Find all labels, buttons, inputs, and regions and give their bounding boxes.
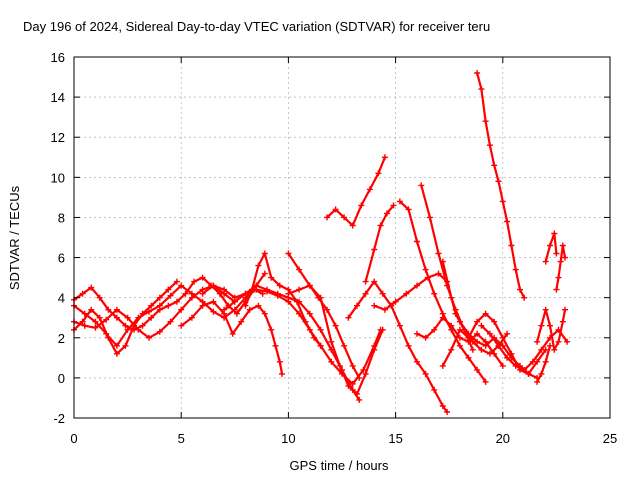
x-tick-label: 20 xyxy=(496,431,510,446)
y-tick-label: 12 xyxy=(51,130,65,145)
y-tick-label: 2 xyxy=(58,331,65,346)
sdtvar-chart: 0 5 10 15 20 25 -2 0 2 4 6 8 10 12 14 16 Day 196 of 202… xyxy=(0,0,640,480)
y-tick-label: 16 xyxy=(51,50,65,65)
y-tick-label: 0 xyxy=(58,371,65,386)
y-tick-label: 10 xyxy=(51,170,65,185)
chart-title: Day 196 of 2024, Sidereal Day-to-day VTE… xyxy=(23,19,490,34)
x-tick-label: 0 xyxy=(70,431,77,446)
y-tick-label: 4 xyxy=(58,291,65,306)
x-tick-label: 25 xyxy=(603,431,617,446)
y-tick-label: -2 xyxy=(53,411,65,426)
x-axis-label: GPS time / hours xyxy=(290,458,389,473)
y-tick-label: 8 xyxy=(58,210,65,225)
y-tick-label: 14 xyxy=(51,90,65,105)
x-tick-label: 10 xyxy=(281,431,295,446)
y-tick-label: 6 xyxy=(58,251,65,266)
x-tick-label: 5 xyxy=(178,431,185,446)
chart-background xyxy=(0,0,640,480)
y-axis-label: SDTVAR / TECUs xyxy=(7,185,22,290)
x-tick-label: 15 xyxy=(388,431,402,446)
